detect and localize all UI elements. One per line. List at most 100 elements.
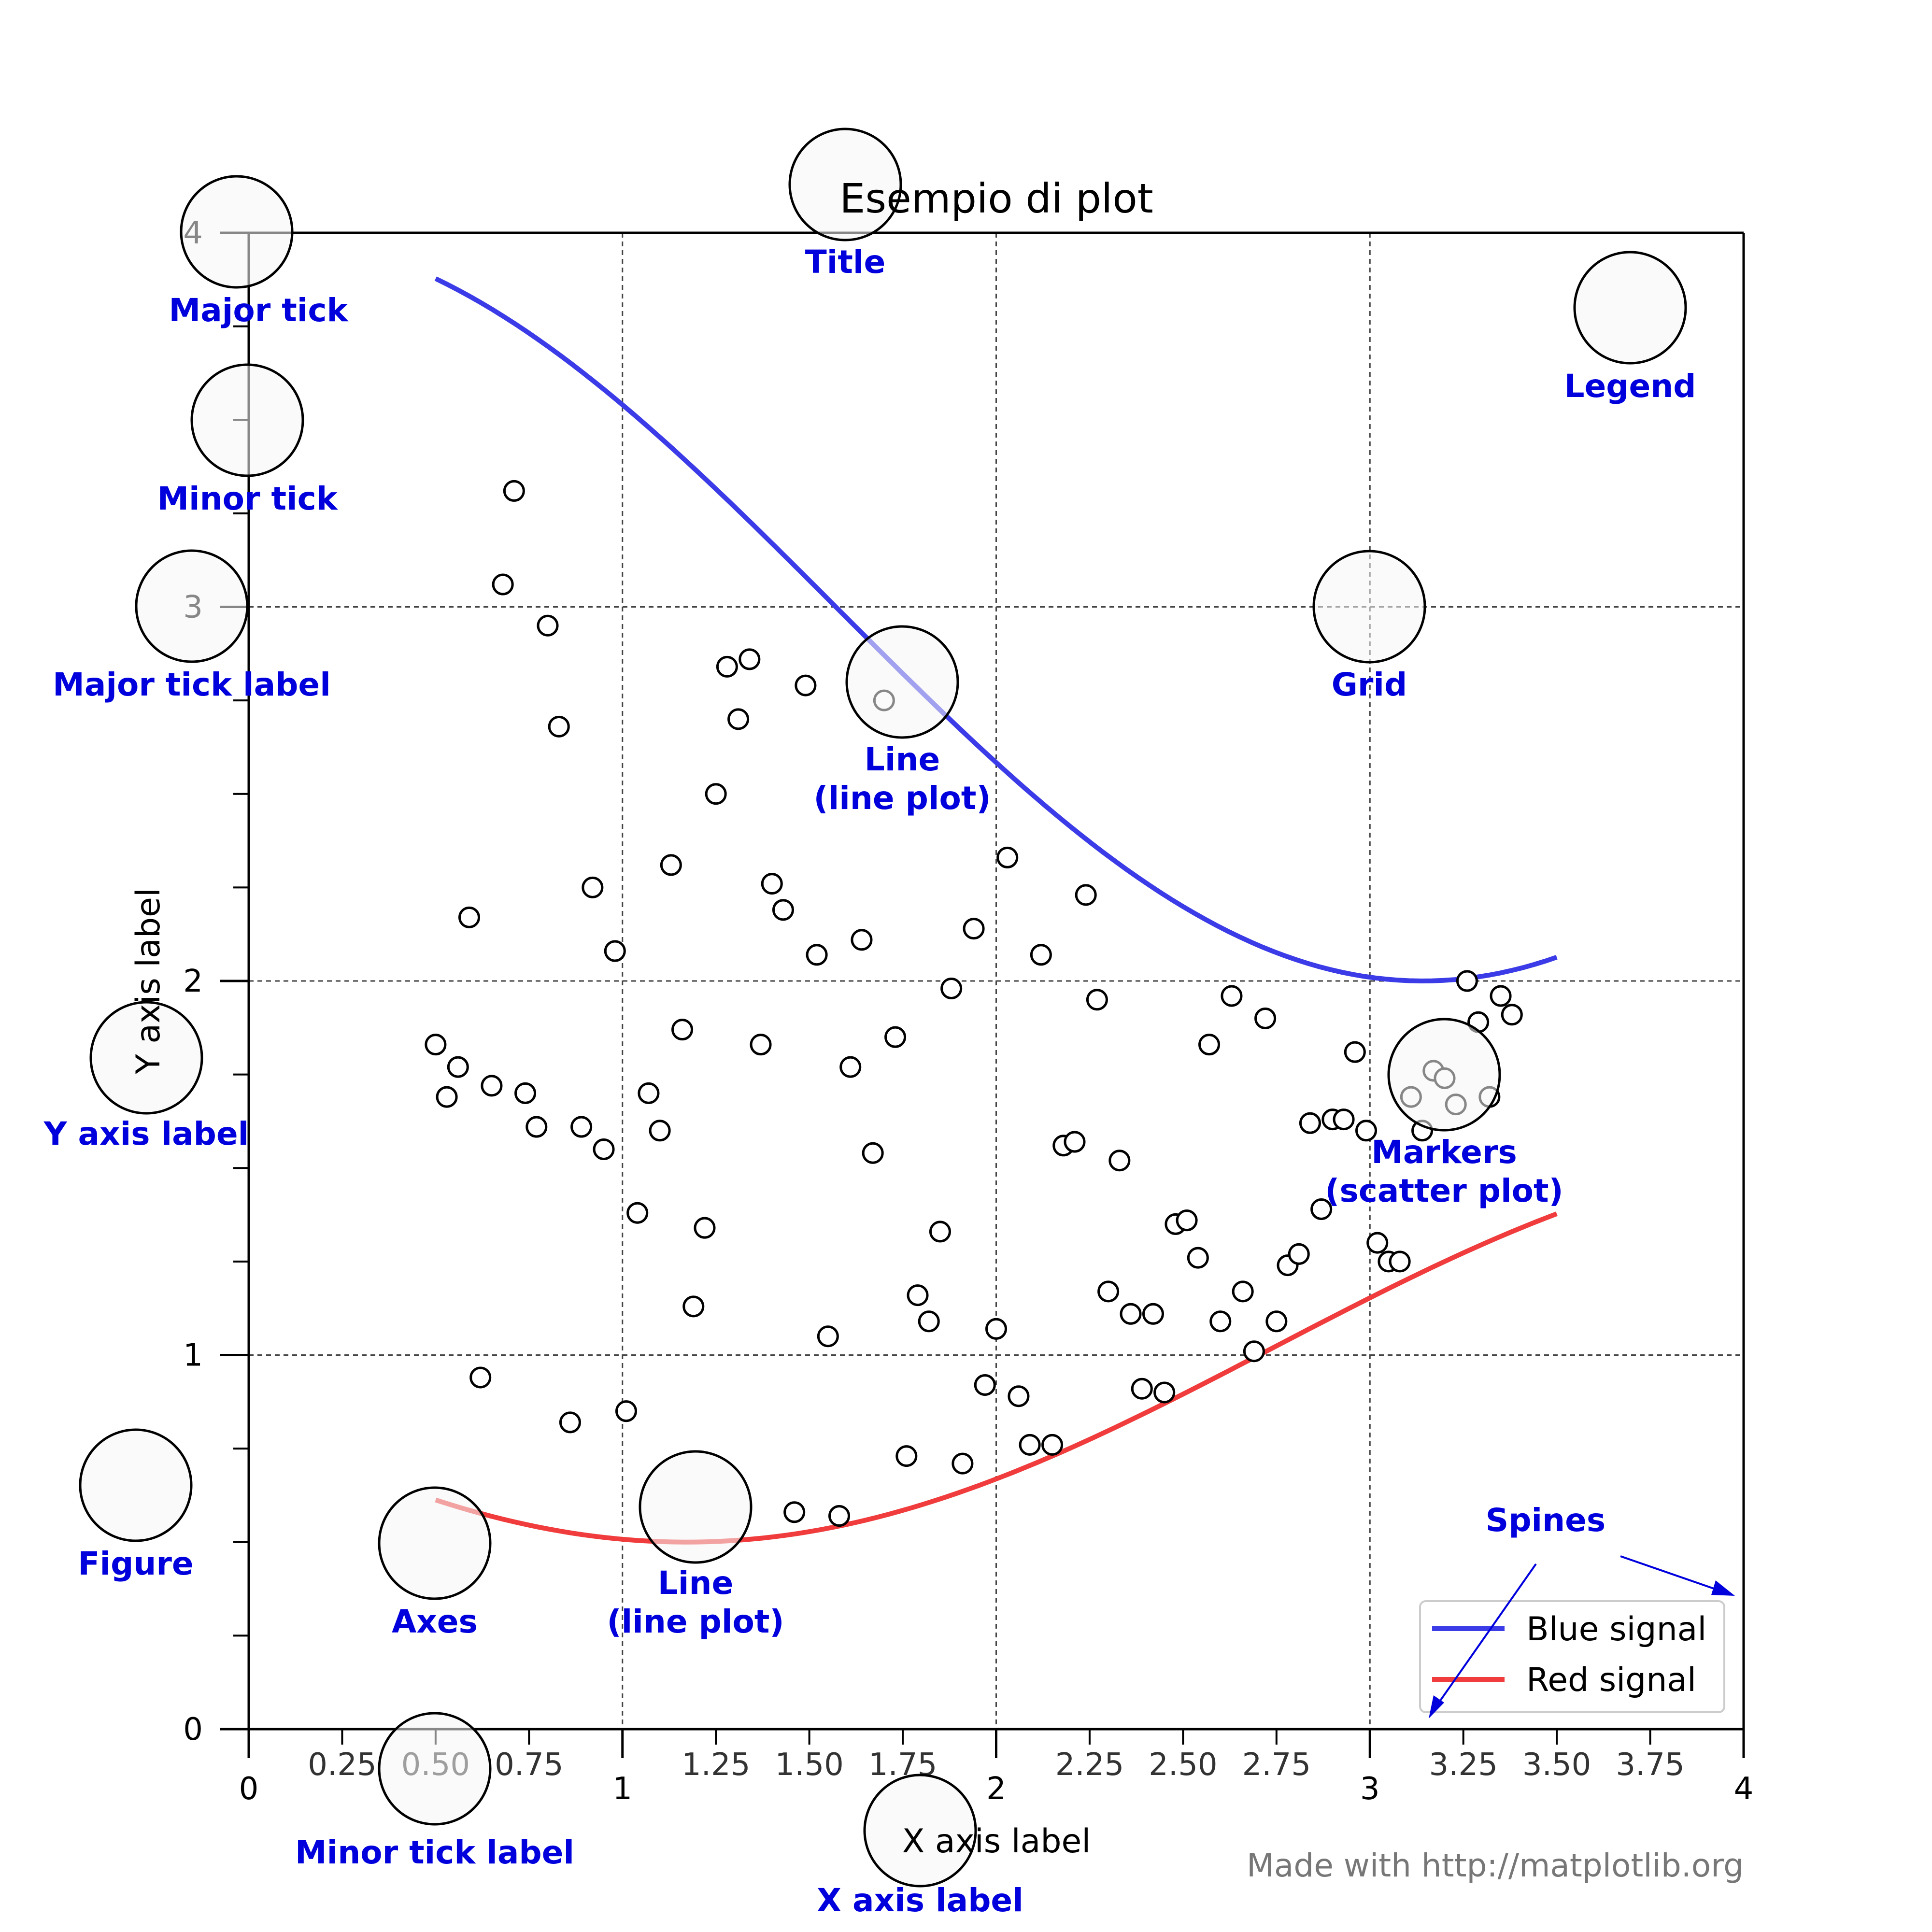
scatter-point [895,1445,918,1467]
spines-arrow-right-head [1711,1580,1735,1596]
scatter-point [1221,985,1243,1007]
scatter-point [985,1318,1007,1340]
grid-marker-circle [1312,550,1426,664]
scatter-point [671,1019,694,1041]
legend-marker-circle [1573,251,1687,365]
title-marker-circle [788,128,902,242]
scatter-point [682,1295,705,1318]
y-axis-label-marker-circle [89,1001,203,1115]
figure-marker-circle [79,1428,193,1542]
line-top-annotation: (line plot) [813,780,991,817]
legend-annotation: Legend [1564,368,1696,405]
scatter-point [727,708,750,730]
x-axis-label-annotation: X axis label [817,1882,1023,1919]
scatter-point [626,1202,649,1224]
scatter-point [1254,1007,1277,1029]
title-annotation: Title [805,243,886,281]
spines-annotation: Spines [1486,1502,1605,1539]
scatter-point [1108,1150,1131,1172]
scatter-point [1456,970,1478,992]
x-major-tick-label: 2 [986,1771,1006,1807]
major-tick-annotation: Major tick [169,292,349,329]
scatter-point [806,944,828,966]
scatter-point [907,1284,929,1307]
minor-tick-annotation: Minor tick [157,480,338,517]
legend-box: Blue signal Red signal [1419,1600,1725,1713]
scatter-point [851,929,873,951]
x-major-tick-label: 3 [1360,1771,1380,1807]
scatter-point [739,648,761,670]
scatter-point [716,655,738,678]
scatter-point [884,1026,907,1048]
x-minor-tick-label: 0.25 [308,1747,377,1783]
scatter-point [1299,1112,1321,1134]
x-minor-tick-label: 2.25 [1055,1747,1124,1783]
scatter-point [638,1082,660,1104]
scatter-point [1355,1120,1378,1142]
scatter-point [783,1501,806,1523]
scatter-point [1232,1280,1254,1303]
minor-tick-marker-circle [190,363,304,477]
scatter-point [1501,1004,1523,1026]
scatter-point [425,1034,447,1056]
major-tick-label-annotation: Major tick label [53,666,331,703]
scatter-point [593,1138,615,1161]
scatter-point [694,1217,716,1239]
scatter-point [1008,1385,1030,1407]
scatter-point [918,1310,940,1333]
scatter-point [1131,1378,1153,1400]
x-minor-tick-label: 1.25 [682,1747,751,1783]
markers-marker-circle [1387,1018,1501,1132]
scatter-point [1209,1310,1232,1333]
scatter-point [1086,989,1108,1011]
x-minor-tick-label: 1.50 [775,1747,844,1783]
scatter-point [1243,1340,1265,1363]
scatter-point [1490,985,1512,1007]
x-major-tick-label: 1 [612,1771,632,1807]
scatter-point [559,1411,581,1434]
scatter-point [839,1056,862,1078]
x-axis-label-marker-circle [863,1774,977,1888]
scatter-point [615,1400,637,1422]
spines-arrow-left [1431,1563,1537,1713]
scatter-point [492,573,514,596]
blue-signal-line [434,276,1558,984]
x-axis-title: X axis label [902,1822,1091,1861]
labels: Esempio di plot X axis label Y axis label M… [129,175,1744,1884]
scatter-point [828,1505,851,1527]
y-major-tick-label: 0 [183,1712,203,1747]
scatter-point [1075,884,1097,906]
series [434,276,1558,1545]
scatter-point [447,1056,469,1078]
scatter-point [660,854,682,876]
credit-text: Made with http://matplotlib.org [1247,1847,1744,1884]
scatter-point [1030,944,1052,966]
annotation-circles [79,128,1687,1888]
line-bottom-annotation: (line plot) [607,1603,784,1640]
scatter-point [1142,1303,1164,1325]
major-tick-label-marker-circle [135,549,249,663]
scatter-point [1366,1232,1389,1254]
scatter-point [940,977,963,999]
scatter-point [458,906,481,928]
scatter-point [952,1452,974,1475]
scatter-point [1097,1280,1120,1303]
scatter-point [862,1142,884,1164]
scatter-point [1389,1250,1411,1273]
ticks: 012340.250.500.751.251.501.752.252.502.7… [183,215,1753,1807]
annotation-labels: Major tick Minor tick Major tick label Y ax… [43,243,1735,1919]
scatter-markers [425,480,1523,1527]
axes-annotation: Axes [392,1603,478,1640]
minor-tick-label-annotation: Minor tick label [295,1834,574,1871]
scatter-point [503,480,525,502]
scatter-point [974,1374,996,1396]
line-bottom-annotation: Line [658,1564,733,1602]
scatter-point [1344,1041,1366,1063]
scatter-point [481,1075,503,1097]
y-major-tick-label: 2 [183,964,203,999]
y-major-tick-label: 1 [183,1338,203,1374]
scatter-point [1176,1209,1198,1232]
legend-entry-label: Red signal [1526,1661,1696,1699]
scatter-point [1120,1303,1142,1325]
